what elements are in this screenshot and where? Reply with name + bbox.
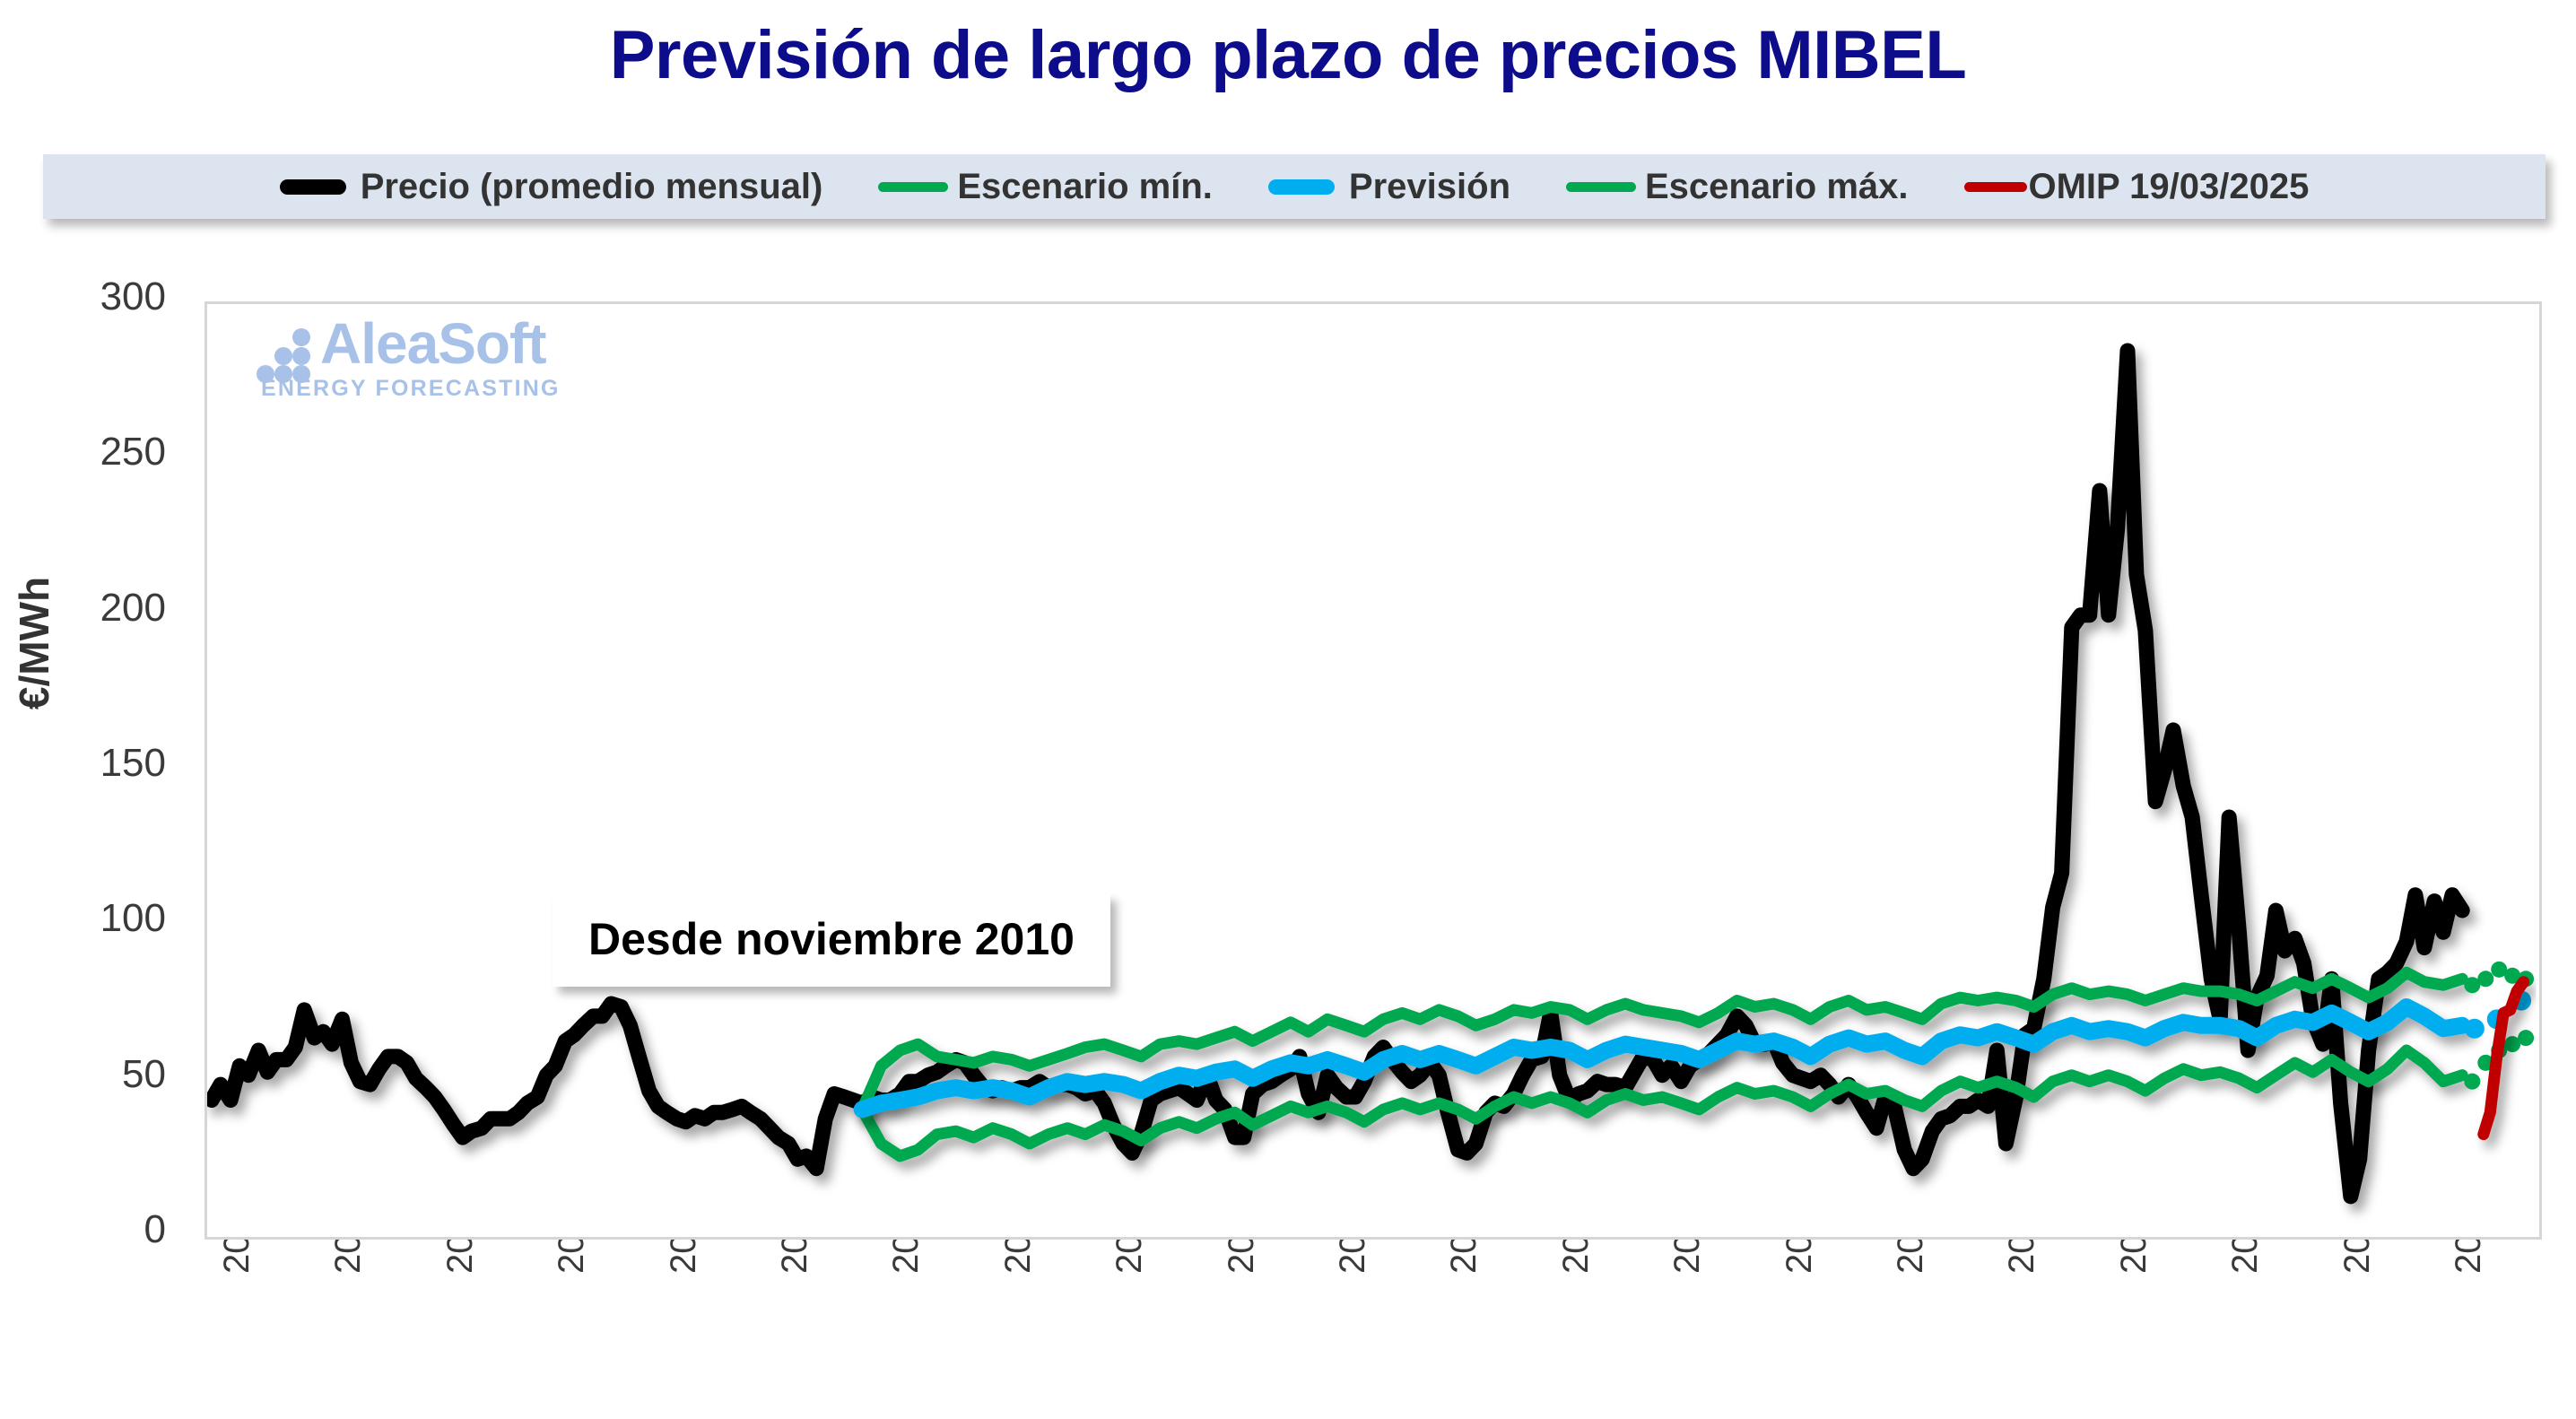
legend-item-prevision[interactable]: Previsión <box>1267 166 1510 207</box>
legend-item-omip[interactable]: OMIP 19/03/2025 <box>1963 166 2310 207</box>
plot-area: AleaSoft ENERGY FORECASTING <box>205 301 2542 1240</box>
series-canvas <box>207 343 2535 1205</box>
legend-item-precio[interactable]: Precio (promedio mensual) <box>279 166 823 207</box>
y-tick-label: 50 <box>122 1051 166 1096</box>
legend-swatch-prevision <box>1267 178 1335 195</box>
series-point <box>2477 1054 2494 1071</box>
series-line <box>207 343 2470 1205</box>
series-line <box>853 998 2471 1119</box>
series-point <box>2464 977 2481 994</box>
legend-swatch-precio <box>279 178 346 195</box>
legend-swatch-omip <box>1963 181 2027 192</box>
series-line <box>2477 976 2530 1141</box>
legend-item-escenario-min[interactable]: Escenario mín. <box>878 167 1213 207</box>
series-line <box>856 966 2468 1116</box>
y-tick-label: 200 <box>100 585 166 630</box>
legend-label-omip: OMIP 19/03/2025 <box>2028 166 2310 206</box>
series-point <box>2464 1018 2485 1039</box>
y-tick-label: 0 <box>144 1207 166 1251</box>
series-point <box>2491 961 2508 978</box>
legend-item-escenario-max[interactable]: Escenario máx. <box>1566 167 1909 207</box>
series-point <box>2518 1030 2535 1047</box>
y-tick-label: 100 <box>100 896 166 941</box>
legend-label-escenario-max: Escenario máx. <box>1645 166 1909 206</box>
legend-label-precio: Precio (promedio mensual) <box>360 166 823 206</box>
legend-swatch-escenario-max <box>1566 181 1636 192</box>
y-tick-label: 250 <box>100 430 166 474</box>
series-point <box>2504 1036 2521 1053</box>
legend-label-prevision: Previsión <box>1348 166 1510 206</box>
chart-legend: Precio (promedio mensual) Escenario mín.… <box>43 154 2546 219</box>
series-line <box>856 1044 2468 1162</box>
y-tick-label: 300 <box>100 274 166 318</box>
legend-swatch-escenario-min <box>878 181 949 192</box>
chart-annotation: Desde noviembre 2010 <box>553 893 1110 987</box>
series-point <box>2464 1073 2481 1090</box>
y-tick-label: 150 <box>100 741 166 785</box>
legend-label-escenario-min: Escenario mín. <box>957 166 1213 206</box>
y-axis-title: €/MWh <box>11 576 57 710</box>
page-title: Previsión de largo plazo de precios MIBE… <box>609 17 1967 93</box>
series-point <box>2504 967 2521 984</box>
series-point <box>2477 971 2494 988</box>
